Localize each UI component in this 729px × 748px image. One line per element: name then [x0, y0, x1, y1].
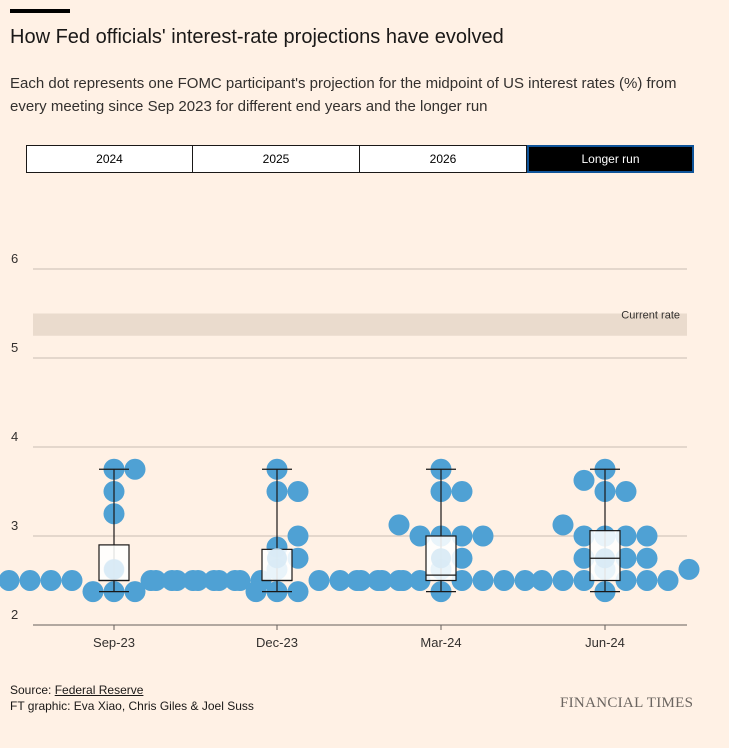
- ft-logo: FINANCIAL TIMES: [560, 695, 694, 711]
- projection-dot: [472, 570, 494, 591]
- projection-dot: [573, 525, 595, 547]
- projection-dot: [287, 581, 309, 603]
- projection-dot: [514, 570, 536, 591]
- projection-dot: [451, 547, 473, 569]
- current-rate-label: Current rate: [621, 310, 680, 322]
- projection-dot: [678, 558, 700, 580]
- y-tick-label: 6: [11, 251, 18, 266]
- tab-2024[interactable]: 2024: [26, 145, 193, 173]
- projection-dot: [224, 570, 246, 591]
- projection-dot: [140, 570, 162, 591]
- projection-dot: [19, 570, 41, 591]
- y-tick-label: 3: [11, 518, 18, 533]
- projection-dot: [308, 570, 330, 591]
- projection-dot: [451, 570, 473, 591]
- projection-dot: [451, 481, 473, 502]
- projection-dot: [615, 481, 637, 502]
- tab-longer-run[interactable]: Longer run: [527, 145, 694, 173]
- projection-dot: [367, 570, 389, 591]
- projection-dot: [451, 525, 473, 547]
- projection-dot: [636, 525, 658, 547]
- projection-dot: [615, 525, 637, 547]
- projection-dot: [124, 581, 146, 603]
- projection-dot: [245, 581, 267, 603]
- y-tick-label: 4: [11, 429, 18, 444]
- projection-dot: [636, 570, 658, 591]
- projection-dot: [615, 570, 637, 591]
- projection-dot: [388, 570, 410, 591]
- projection-dot: [552, 570, 574, 591]
- projection-dot: [615, 547, 637, 569]
- projection-dot: [472, 525, 494, 547]
- projection-dot: [531, 570, 553, 591]
- projection-dot: [61, 570, 83, 591]
- projection-dot: [124, 458, 146, 480]
- projection-dot: [161, 570, 183, 591]
- y-tick-label: 2: [11, 607, 18, 622]
- y-tick-label: 5: [11, 340, 18, 355]
- projection-dot: [287, 525, 309, 547]
- projection-dot: [0, 570, 20, 591]
- projection-dot: [203, 570, 225, 591]
- projection-dot: [346, 570, 368, 591]
- x-tick-label: Dec-23: [256, 635, 298, 650]
- x-tick-label: Mar-24: [420, 635, 461, 650]
- x-tick-label: Sep-23: [93, 635, 135, 650]
- header-accent-bar: [10, 9, 70, 13]
- source-line: Source: Federal Reserve: [10, 683, 143, 697]
- projection-dot: [552, 514, 574, 536]
- tab-2026[interactable]: 2026: [360, 145, 527, 173]
- mean-marker: [267, 548, 287, 569]
- projection-dot: [573, 469, 595, 491]
- projection-dot: [182, 570, 204, 591]
- projection-dot: [573, 570, 595, 591]
- projection-dot: [493, 570, 515, 591]
- projection-dot: [573, 547, 595, 569]
- projection-dot: [287, 547, 309, 569]
- tab-2025[interactable]: 2025: [193, 145, 360, 173]
- mean-marker: [431, 548, 451, 569]
- projection-dot: [40, 570, 62, 591]
- year-tab-bar: 2024 2025 2026 Longer run: [26, 145, 694, 173]
- projection-dot: [636, 547, 658, 569]
- x-tick-label: Jun-24: [585, 635, 625, 650]
- page-title: How Fed officials' interest-rate project…: [10, 26, 504, 48]
- current-rate-band: [33, 313, 687, 336]
- projection-dot: [409, 525, 431, 547]
- graphic-credits: FT graphic: Eva Xiao, Chris Giles & Joel…: [10, 699, 254, 713]
- source-link[interactable]: Federal Reserve: [54, 683, 144, 697]
- mean-marker: [104, 559, 124, 580]
- projection-dot: [409, 570, 431, 591]
- projection-dot: [82, 581, 104, 603]
- source-prefix: Source:: [10, 683, 55, 697]
- projection-dot: [388, 514, 410, 536]
- projection-dot: [287, 481, 309, 502]
- projection-dot: [329, 570, 351, 591]
- page-subtitle: Each dot represents one FOMC participant…: [10, 75, 677, 115]
- dot-plot-chart: 2 3 4 5 6 Current rate Sep-23 Dec-23 Mar-24 Jun-2…: [0, 251, 700, 650]
- projection-dot: [657, 570, 679, 591]
